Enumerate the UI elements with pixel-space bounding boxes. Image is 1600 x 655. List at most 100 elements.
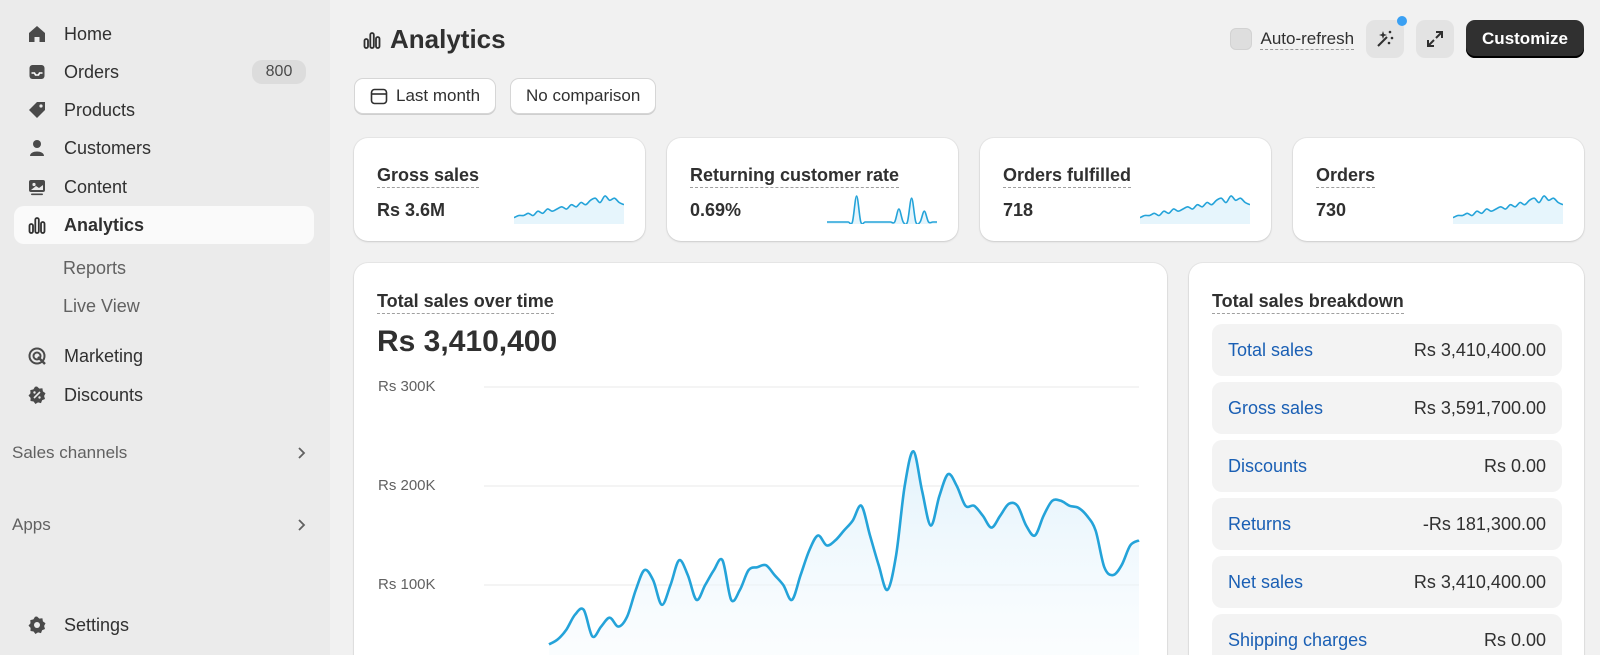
sidebar-item-home[interactable]: Home [14, 15, 314, 53]
total-sales-value: Rs 3,410,400 [377, 325, 558, 358]
date-range-button[interactable]: Last month [354, 78, 497, 114]
breakdown-value: Rs 3,591,700.00 [1413, 397, 1546, 418]
metric-card-orders[interactable]: Orders 730 [1293, 138, 1584, 241]
breakdown-row: Shipping charges Rs 0.00 [1212, 614, 1562, 655]
breakdown-link[interactable]: Discounts [1228, 455, 1308, 476]
series-line[interactable] [548, 449, 1140, 646]
sales-line-chart: Rs 300K Rs 200K Rs 100K [378, 378, 1140, 655]
breakdown-link[interactable]: Gross sales [1228, 397, 1324, 418]
customize-button[interactable]: Customize [1466, 20, 1584, 58]
sparkline-area [1453, 195, 1563, 224]
metric-value: 718 [1003, 200, 1034, 220]
date-range-label: Last month [396, 86, 481, 105]
sales-over-time-card: Total sales over time Rs 3,410,400 Rs 30… [354, 263, 1167, 655]
orders-count-badge: 800 [252, 60, 306, 84]
page-title: Analytics [390, 24, 506, 54]
sidebar-subitem-reports[interactable]: Reports [63, 258, 127, 278]
section-label: Apps [12, 515, 51, 534]
breakdown-value: Rs 0.00 [1483, 629, 1546, 650]
comparison-button[interactable]: No comparison [510, 78, 657, 114]
sidebar-item-discounts[interactable]: Discounts [14, 376, 314, 414]
sidebar-item-label: Analytics [64, 214, 145, 235]
chevron-right-icon [298, 519, 306, 531]
chevron-right-icon [298, 447, 306, 459]
sidebar-item-products[interactable]: Products [14, 91, 314, 129]
sidebar-section-apps[interactable]: Apps [12, 510, 312, 540]
breakdown-row: Discounts Rs 0.00 [1212, 440, 1562, 492]
sparkline-area [1140, 195, 1250, 224]
gear-icon [26, 614, 48, 636]
metric-title: Orders fulfilled [1003, 165, 1132, 188]
metric-value: 0.69% [690, 200, 742, 220]
metric-card-orders-fulfilled[interactable]: Orders fulfilled 718 [980, 138, 1271, 241]
sparkline [1140, 195, 1250, 224]
sparkline-line [514, 195, 624, 219]
discount-icon [26, 384, 48, 406]
series-area [549, 451, 1139, 655]
metric-card-returning-customer-rate[interactable]: Returning customer rate 0.69% [667, 138, 958, 241]
sidebar-item-analytics[interactable]: Analytics [14, 206, 314, 244]
breakdown-link[interactable]: Shipping charges [1228, 629, 1368, 650]
sparkline [514, 195, 624, 224]
auto-refresh-label[interactable]: Auto-refresh [1260, 28, 1355, 50]
header-actions: Auto-refresh Customize [1230, 16, 1584, 58]
sidebar-item-marketing[interactable]: Marketing [14, 337, 314, 375]
metric-value: Rs 3.6M [377, 200, 446, 220]
metric-value: 730 [1316, 200, 1347, 220]
breakdown-link[interactable]: Total sales [1228, 339, 1314, 360]
notification-dot [1397, 16, 1408, 26]
sparkline-area [514, 195, 624, 224]
breakdown-link[interactable]: Returns [1228, 513, 1292, 534]
sidebar-item-orders[interactable]: Orders 800 [14, 53, 314, 91]
breakdown-row: Gross sales Rs 3,591,700.00 [1212, 382, 1562, 434]
y-tick-label: Rs 300K [378, 378, 436, 395]
sidebar: Home Orders 800 Products Customers Conte… [0, 0, 330, 655]
sidebar-item-label: Products [64, 99, 136, 120]
breakdown-value: Rs 0.00 [1483, 455, 1546, 476]
y-tick-label: Rs 100K [378, 576, 436, 593]
sparkline-area [827, 196, 937, 224]
sidebar-item-content[interactable]: Content [14, 168, 314, 206]
sparkline [1453, 195, 1563, 224]
target-icon [26, 345, 48, 367]
sidebar-item-label: Content [64, 176, 128, 197]
sidebar-item-label: Orders [64, 61, 120, 82]
inbox-icon [26, 61, 48, 83]
breakdown-value: Rs 3,410,400.00 [1413, 339, 1546, 360]
auto-refresh-checkbox[interactable] [1230, 28, 1253, 50]
y-tick-label: Rs 200K [378, 477, 436, 494]
sparkline-line [1453, 195, 1563, 219]
section-label: Sales channels [12, 443, 128, 462]
breakdown-value: Rs 3,410,400.00 [1413, 571, 1546, 592]
sparkle-button[interactable] [1366, 16, 1408, 58]
metric-card-gross-sales[interactable]: Gross sales Rs 3.6M [354, 138, 645, 241]
home-icon [26, 23, 48, 45]
breakdown-row: Returns -Rs 181,300.00 [1212, 498, 1562, 550]
bar-chart-icon [26, 214, 48, 236]
metric-title: Returning customer rate [690, 165, 900, 188]
sidebar-subitem-live-view[interactable]: Live View [63, 296, 140, 316]
sidebar-item-label: Customers [64, 137, 152, 158]
expand-icon [1427, 31, 1444, 47]
sidebar-item-settings[interactable]: Settings [14, 606, 314, 644]
metric-title: Orders [1316, 165, 1376, 188]
calendar-icon [370, 88, 388, 105]
fullscreen-button[interactable] [1416, 20, 1455, 58]
sidebar-item-label: Home [64, 23, 113, 44]
bar-chart-icon [363, 31, 381, 49]
breakdown-row: Net sales Rs 3,410,400.00 [1212, 556, 1562, 608]
tag-icon [26, 99, 48, 121]
sidebar-section-sales-channels[interactable]: Sales channels [12, 438, 312, 468]
chart-title: Total sales over time [377, 291, 554, 314]
breakdown-title: Total sales breakdown [1212, 291, 1404, 314]
sparkline-line [827, 195, 937, 224]
sales-breakdown-card: Total sales breakdown Total sales Rs 3,4… [1189, 263, 1584, 655]
sparkline-line [1140, 195, 1250, 219]
breakdown-link[interactable]: Net sales [1228, 571, 1304, 592]
image-icon [26, 176, 48, 198]
metric-title: Gross sales [377, 165, 480, 188]
sidebar-item-label: Marketing [64, 345, 144, 366]
sidebar-item-customers[interactable]: Customers [14, 129, 314, 167]
comparison-label: No comparison [526, 86, 641, 105]
page-header: Analytics [362, 24, 506, 55]
